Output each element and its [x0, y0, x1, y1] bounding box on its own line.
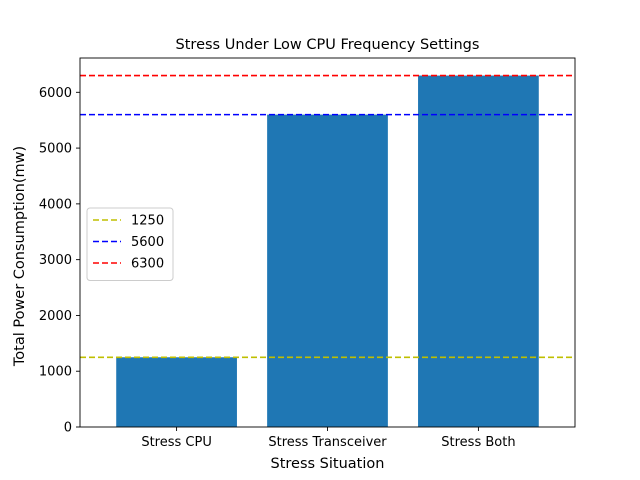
legend-entry-label: 6300 [131, 257, 164, 272]
x-tick-label: Stress CPU [141, 435, 212, 450]
legend-entry-label: 1250 [131, 214, 164, 229]
bar-stress-both [418, 75, 539, 428]
y-tick-label: 0 [64, 421, 72, 436]
x-tick-label: Stress Transceiver [268, 435, 387, 450]
y-tick-label: 4000 [39, 197, 72, 212]
bar-stress-transceiver [267, 114, 388, 427]
x-axis-label: Stress Situation [271, 456, 385, 472]
x-tick-label: Stress Both [441, 435, 515, 450]
y-axis-label: Total Power Consumption(mw) [12, 146, 28, 367]
legend-box [86, 207, 174, 281]
y-tick-label: 3000 [39, 253, 72, 268]
legend-entry-label: 5600 [131, 235, 164, 250]
axes-frame [79, 57, 576, 428]
y-tick-label: 2000 [39, 309, 72, 324]
chart-title: Stress Under Low CPU Frequency Settings [176, 37, 480, 53]
y-tick-label: 6000 [39, 86, 72, 101]
y-tick-label: 1000 [39, 365, 72, 380]
y-tick-label: 5000 [39, 142, 72, 157]
plot-area: Stress CPU Stress Transceiver Stress Both 0… [39, 57, 576, 450]
legend: 1250 5600 6300 [86, 207, 174, 281]
bar-stress-cpu [116, 357, 237, 427]
